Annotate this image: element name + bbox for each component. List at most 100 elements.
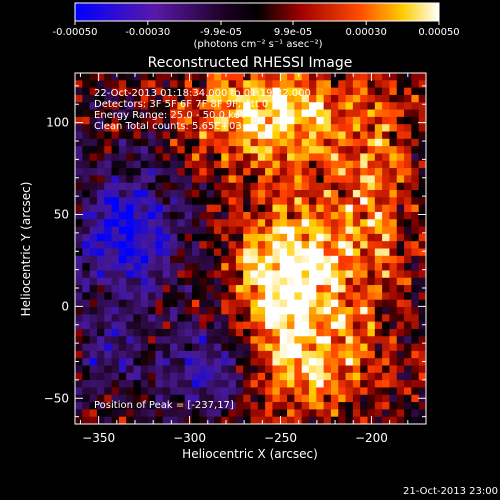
heatmap-cell	[221, 182, 230, 191]
heatmap-cell	[396, 109, 405, 118]
heatmap-cell	[265, 372, 274, 381]
heatmap-cell	[162, 146, 171, 155]
heatmap-cell	[126, 350, 135, 359]
heatmap-cell	[404, 80, 412, 89]
heatmap-cell	[330, 116, 339, 125]
heatmap-cell	[257, 343, 266, 352]
heatmap-cell	[140, 160, 149, 169]
heatmap-cell	[104, 307, 113, 315]
heatmap-cell	[221, 292, 230, 301]
heatmap-cell	[360, 73, 369, 81]
heatmap-cell	[96, 299, 105, 308]
heatmap-cell	[330, 160, 339, 169]
heatmap-cell	[206, 80, 215, 89]
heatmap-cell	[155, 380, 164, 389]
heatmap-cell	[235, 263, 244, 272]
heatmap-cell	[111, 270, 120, 279]
heatmap-cell	[338, 321, 347, 330]
heatmap-cell	[360, 328, 369, 337]
heatmap-cell	[404, 211, 412, 220]
heatmap-cell	[192, 277, 200, 286]
heatmap-cell	[338, 270, 347, 279]
heatmap-cell	[257, 190, 266, 198]
heatmap-cell	[104, 263, 113, 272]
heatmap-cell	[257, 168, 266, 176]
heatmap-cell	[411, 394, 420, 403]
heatmap-cell	[265, 124, 274, 133]
heatmap-cell	[162, 387, 171, 396]
heatmap-cell	[257, 146, 266, 155]
heatmap-cell	[345, 116, 354, 125]
heatmap-cell	[272, 153, 281, 162]
heatmap-cell	[228, 226, 237, 235]
heatmap-cell	[250, 153, 259, 162]
heatmap-cell	[221, 197, 230, 206]
heatmap-cell	[118, 146, 127, 155]
heatmap-cell	[177, 211, 186, 220]
heatmap-cell	[272, 358, 281, 367]
heatmap-cell	[126, 372, 135, 381]
heatmap-cell	[396, 263, 405, 272]
heatmap-cell	[309, 328, 317, 337]
heatmap-cell	[272, 116, 281, 125]
heatmap-cell	[404, 277, 412, 286]
heatmap-cell	[133, 285, 142, 293]
heatmap-cell	[213, 73, 222, 81]
heatmap-cell	[118, 94, 127, 103]
heatmap-cell	[235, 116, 244, 125]
heatmap-cell	[89, 175, 98, 184]
y-axis-label: Heliocentric Y (arcsec)	[19, 182, 33, 317]
heatmap-cell	[374, 292, 383, 301]
heatmap-cell	[126, 124, 135, 133]
heatmap-cell	[367, 211, 376, 220]
heatmap-cell	[418, 175, 426, 184]
heatmap-cell	[316, 387, 325, 396]
heatmap-cell	[221, 416, 230, 424]
heatmap-cell	[250, 102, 259, 111]
heatmap-cell	[133, 416, 142, 424]
heatmap-cell	[323, 197, 332, 206]
heatmap-cell	[309, 219, 317, 228]
heatmap-cell	[177, 124, 186, 133]
heatmap-cell	[192, 328, 200, 337]
heatmap-cell	[418, 336, 426, 345]
heatmap-cell	[367, 124, 376, 133]
heatmap-cell	[396, 343, 405, 352]
heatmap-cell	[199, 168, 208, 176]
heatmap-cell	[228, 307, 237, 315]
heatmap-cell	[294, 380, 303, 389]
heatmap-cell	[243, 87, 252, 96]
heatmap-cell	[221, 204, 230, 213]
plot-frame	[74, 72, 427, 425]
heatmap-cell	[199, 182, 208, 191]
heatmap-cell	[126, 285, 135, 293]
heatmap-cell	[82, 87, 91, 96]
heatmap-cell	[272, 124, 281, 133]
heatmap-cell	[301, 204, 310, 213]
heatmap-cell	[352, 211, 361, 220]
heatmap-cell	[309, 402, 317, 410]
heatmap-cell	[272, 314, 281, 323]
heatmap-cell	[301, 402, 310, 410]
heatmap-cell	[111, 73, 120, 81]
heatmap-cell	[404, 168, 412, 176]
heatmap-cell	[192, 87, 200, 96]
heatmap-cell	[345, 416, 354, 424]
heatmap-cell	[155, 80, 164, 89]
heatmap-cell	[294, 358, 303, 367]
heatmap-cell	[301, 233, 310, 242]
heatmap-cell	[338, 109, 347, 118]
heatmap-cell	[360, 372, 369, 381]
heatmap-cell	[360, 394, 369, 403]
heatmap-cell	[148, 153, 157, 162]
heatmap-cell	[389, 87, 398, 96]
heatmap-cell	[82, 94, 91, 103]
heatmap-cell	[338, 285, 347, 293]
heatmap-cell	[345, 87, 354, 96]
heatmap-cell	[104, 277, 113, 286]
heatmap-cell	[316, 124, 325, 133]
heatmap-cell	[162, 372, 171, 381]
heatmap-cell	[96, 138, 105, 147]
heatmap-cell	[162, 416, 171, 424]
heatmap-cell	[396, 153, 405, 162]
